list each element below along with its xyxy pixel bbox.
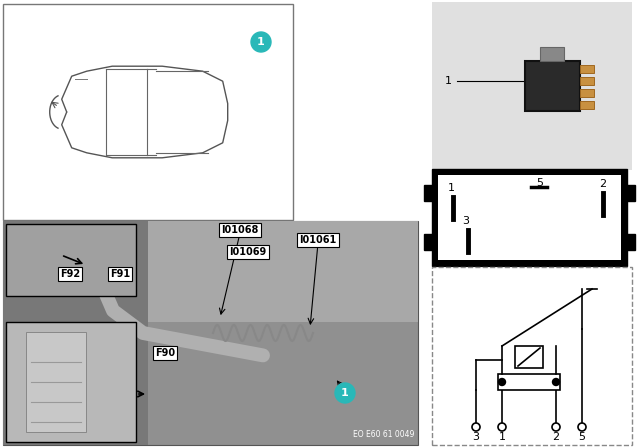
Bar <box>579 65 593 73</box>
Bar <box>438 175 621 260</box>
Bar <box>26 332 86 432</box>
Bar <box>3 221 148 445</box>
Text: 1: 1 <box>257 37 265 47</box>
Text: F91: F91 <box>110 269 130 279</box>
Text: 1: 1 <box>447 183 454 193</box>
Text: F90: F90 <box>155 348 175 358</box>
Circle shape <box>335 383 355 403</box>
Bar <box>3 4 293 220</box>
Text: 1: 1 <box>341 388 349 398</box>
Text: 384445: 384445 <box>588 430 630 440</box>
Text: 5: 5 <box>579 432 586 442</box>
Circle shape <box>578 423 586 431</box>
Bar <box>424 234 433 250</box>
Circle shape <box>498 423 506 431</box>
Circle shape <box>552 423 560 431</box>
Circle shape <box>499 379 506 385</box>
Text: 3: 3 <box>472 432 479 442</box>
Text: I01069: I01069 <box>229 247 267 257</box>
Bar <box>3 221 418 445</box>
Bar <box>515 346 543 368</box>
Bar <box>626 185 635 201</box>
Text: I01061: I01061 <box>300 235 337 245</box>
Text: 1: 1 <box>499 432 506 442</box>
Bar <box>498 374 560 390</box>
Text: 2: 2 <box>600 179 607 189</box>
Bar <box>626 234 635 250</box>
Text: 1: 1 <box>445 76 452 86</box>
Bar <box>525 61 579 111</box>
Bar <box>579 89 593 97</box>
Bar <box>432 169 627 266</box>
Text: 2: 2 <box>552 432 559 442</box>
Text: F92: F92 <box>60 269 80 279</box>
Circle shape <box>472 423 480 431</box>
Circle shape <box>251 32 271 52</box>
Circle shape <box>552 379 559 385</box>
Bar <box>540 47 564 61</box>
Bar <box>432 267 632 445</box>
Bar <box>579 101 593 109</box>
Bar <box>6 224 136 296</box>
Text: I01068: I01068 <box>221 225 259 235</box>
Bar <box>6 322 136 442</box>
Bar <box>148 221 418 322</box>
Text: 3: 3 <box>463 216 470 226</box>
Bar <box>579 77 593 85</box>
Bar <box>424 185 433 201</box>
Bar <box>432 2 632 170</box>
Text: 5: 5 <box>536 178 543 188</box>
Text: EO E60 61 0049: EO E60 61 0049 <box>353 430 414 439</box>
